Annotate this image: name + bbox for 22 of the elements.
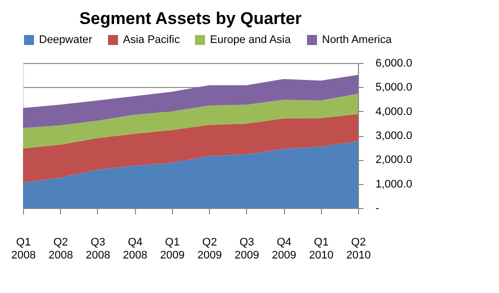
y-tick-label: -	[376, 202, 380, 214]
x-tick-label: Q2 2010	[346, 236, 371, 262]
x-tick-label: Q4 2008	[122, 236, 148, 262]
legend-label: Asia Pacific	[123, 34, 180, 46]
y-tick-label: 5,000.0	[376, 82, 412, 94]
chart-title: Segment Assets by Quarter	[79, 9, 302, 28]
legend-label: North America	[322, 34, 393, 46]
x-tick-label: Q3 2009	[234, 236, 260, 262]
y-tick-label: 3,000.0	[376, 130, 412, 142]
x-tick-label: Q4 2009	[272, 236, 296, 262]
y-tick-label: 2,000.0	[376, 154, 412, 166]
y-tick-label: 6,000.0	[376, 58, 412, 70]
x-tick-label: Q2 2009	[197, 236, 222, 262]
x-tick-label: Q1 2010	[309, 236, 334, 262]
y-tick-label: 4,000.0	[376, 106, 412, 118]
x-tick-label: Q2 2008	[48, 236, 73, 262]
y-tick-label: 1,000.0	[376, 178, 412, 190]
legend-label: Europe and Asia	[210, 34, 292, 46]
x-tick-label: Q3 2008	[86, 236, 110, 262]
legend-label: Deepwater	[39, 34, 93, 46]
x-tick-label: Q1 2008	[11, 236, 36, 262]
x-tick-label: Q1 2009	[160, 236, 185, 262]
